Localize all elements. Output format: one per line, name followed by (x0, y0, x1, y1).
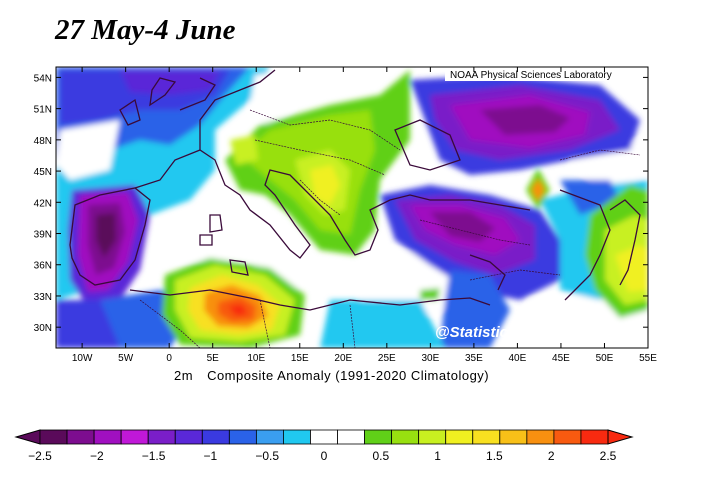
borders (139, 109, 641, 348)
colorbar-swatch (255, 429, 284, 445)
colorbar-swatch (553, 429, 582, 445)
colorbar-label: 1.5 (486, 449, 503, 463)
colorbar-labels: −2.5 −2 −1.5 −1 −0.5 0 0.5 1 1.5 2 2.5 (28, 449, 617, 463)
plot-frame (55, 66, 649, 349)
lat-axis: 54N 51N 48N 45N 42N 39N 36N 33N 30N (34, 73, 648, 334)
colorbar-swatch (472, 429, 501, 445)
colorbar-arrow-right (607, 429, 634, 445)
lon-tick-label: 40E (509, 353, 527, 364)
colorbar-swatch (526, 429, 555, 445)
colorbar-label: 1 (434, 449, 441, 463)
lon-tick-label: 5W (118, 353, 134, 364)
colorbar-swatch (445, 429, 474, 445)
colorbar-swatch (93, 429, 122, 445)
lon-tick-label: 15E (291, 353, 309, 364)
lon-axis: 10W 5W 0 5E 10E 15E 20E 25E 30E 35E 40E 45E 50E 55E (72, 67, 657, 364)
lon-tick-label: 0 (166, 353, 172, 364)
lat-tick-label: 39N (34, 230, 52, 241)
lon-tick-label: 10W (72, 353, 93, 364)
coastlines (69, 69, 641, 311)
lat-tick-label: 36N (34, 261, 52, 272)
colorbar-arrow-left (14, 429, 41, 445)
lat-tick-label: 30N (34, 323, 52, 334)
lat-tick-label: 54N (34, 73, 52, 84)
colorbar (14, 429, 634, 445)
map-caption: 2m Composite Anomaly (1991-2020 Climatolo… (174, 368, 503, 383)
colorbar-swatch (580, 429, 609, 445)
anomaly-field: @Statisticier (56, 67, 648, 348)
colorbar-swatch (499, 429, 528, 445)
colorbar-swatch (147, 429, 176, 445)
lon-tick-label: 5E (207, 353, 220, 364)
lat-tick-label: 33N (34, 292, 52, 303)
lat-tick-label: 48N (34, 136, 52, 147)
lon-tick-label: 50E (596, 353, 614, 364)
colorbar-label: −1.5 (142, 449, 166, 463)
lon-tick-label: 45E (552, 353, 570, 364)
lat-tick-label: 45N (34, 167, 52, 178)
colorbar-label: 0.5 (372, 449, 389, 463)
lat-tick-label: 51N (34, 105, 52, 116)
colorbar-swatch (174, 429, 203, 445)
caption-variable: 2m (174, 368, 194, 383)
lon-tick-label: 35E (465, 353, 483, 364)
watermark: @Statisticier (435, 324, 527, 341)
colorbar-label: 2.5 (600, 449, 617, 463)
map-title: 27 May-4 June (55, 14, 236, 46)
colorbar-swatch (39, 429, 68, 445)
colorbar-swatch (66, 429, 95, 445)
colorbar-label: −1 (204, 449, 218, 463)
colorbar-swatch (337, 429, 365, 445)
credit-label: NOAA Physical Sciences Laboratory (450, 70, 612, 81)
lon-tick-label: 55E (639, 353, 657, 364)
lon-tick-label: 10E (247, 353, 265, 364)
colorbar-swatch (228, 429, 257, 445)
colorbar-swatch (364, 429, 393, 445)
lon-tick-label: 25E (378, 353, 396, 364)
lat-tick-label: 42N (34, 198, 52, 209)
colorbar-label: −0.5 (255, 449, 279, 463)
lon-tick-label: 30E (421, 353, 439, 364)
colorbar-swatch (310, 429, 338, 445)
credit-box (445, 68, 647, 81)
colorbar-swatch (391, 429, 420, 445)
lon-tick-label: 20E (334, 353, 352, 364)
colorbar-swatch (201, 429, 230, 445)
colorbar-label: 2 (548, 449, 555, 463)
caption-description: Composite Anomaly (1991-2020 Climatology… (207, 368, 490, 383)
colorbar-swatch (120, 429, 149, 445)
colorbar-label: −2 (90, 449, 104, 463)
colorbar-swatch (418, 429, 447, 445)
colorbar-label: 0 (321, 449, 328, 463)
colorbar-label: −2.5 (28, 449, 52, 463)
colorbar-swatch (283, 429, 311, 445)
